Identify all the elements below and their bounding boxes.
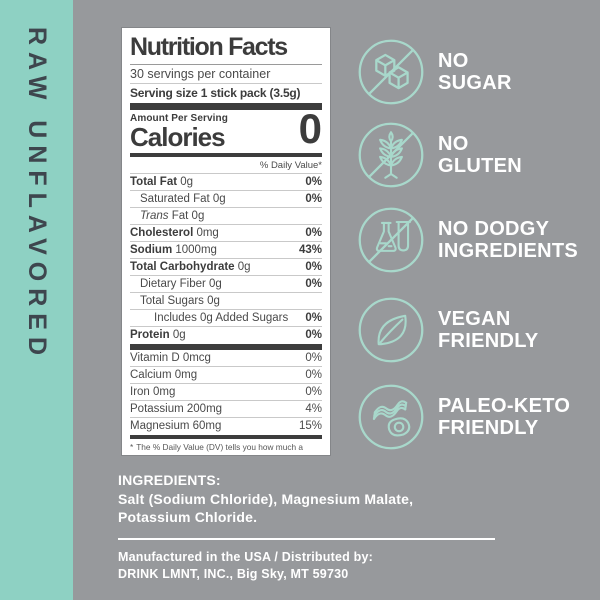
nutrition-row-iron: Iron 0mg 0% — [130, 383, 322, 400]
paleo-keto-friendly-icon — [355, 381, 427, 453]
nutrition-row-sodium: Sodium 1000mg 43% — [130, 241, 322, 258]
no-gluten-icon — [355, 119, 427, 191]
thick-bar — [130, 103, 322, 110]
no-sugar-icon — [355, 36, 427, 108]
nutrition-row-calcium: Calcium 0mg 0% — [130, 366, 322, 383]
nutrition-facts-label: Nutrition Facts 30 servings per containe… — [122, 28, 330, 455]
claim-no-dodgy-ingredients: NO DODGY INGREDIENTS — [355, 204, 578, 276]
manufacturer-block: Manufactured in the USA / Distributed by… — [118, 549, 373, 583]
ingredients-line: Potassium Chloride. — [118, 509, 258, 526]
nutrition-row-vitamin-d: Vitamin D 0mcg 0% — [130, 352, 322, 365]
thick-bar — [130, 344, 322, 351]
daily-value-header: % Daily Value* — [259, 160, 322, 172]
nutrition-row-total-carbohydrate: Total Carbohydrate 0g 0% — [130, 258, 322, 275]
claim-no-sugar: NO SUGAR — [355, 36, 512, 108]
footnote-text: The % Daily Value (DV) tells you how muc… — [136, 442, 315, 455]
vegan-friendly-icon — [355, 294, 427, 366]
nutrition-row-total-fat: Total Fat 0g 0% — [130, 173, 322, 190]
nutrition-row-added-sugars: Includes 0g Added Sugars 0% — [130, 309, 322, 326]
nutrition-row-trans-fat: Trans Fat 0g — [130, 207, 322, 224]
claim-label: NO GLUTEN — [438, 132, 523, 177]
nutrition-row-cholesterol: Cholesterol 0mg 0% — [130, 224, 322, 241]
manufactured-line: Manufactured in the USA / Distributed by… — [118, 550, 373, 564]
daily-value-footnote: * The % Daily Value (DV) tells you how m… — [130, 439, 322, 455]
claim-label: NO DODGY INGREDIENTS — [438, 217, 578, 262]
calories-block: Amount Per Serving Calories 0 — [130, 105, 322, 152]
nutrition-facts-title: Nutrition Facts — [130, 33, 288, 61]
nutrition-row-saturated-fat: Saturated Fat 0g 0% — [130, 190, 322, 207]
nutrition-row-magnesium: Magnesium 60mg 15% — [130, 417, 322, 434]
claim-paleo-keto-friendly: PALEO-KETO FRIENDLY — [355, 381, 570, 453]
ingredients-block: INGREDIENTS: Salt (Sodium Chloride), Mag… — [118, 471, 413, 527]
flavor-name: RAW UNFLAVORED — [23, 27, 51, 363]
divider-line — [118, 538, 495, 540]
rule — [130, 64, 322, 65]
serving-size: Serving size 1 stick pack (3.5g) — [130, 86, 301, 100]
claim-label: VEGAN FRIENDLY — [438, 307, 539, 352]
rule — [130, 83, 322, 84]
calories-value: 0 — [298, 105, 322, 152]
amount-per-serving: Amount Per Serving — [130, 113, 228, 124]
claim-label: NO SUGAR — [438, 49, 512, 94]
claim-vegan-friendly: VEGAN FRIENDLY — [355, 294, 539, 366]
ingredients-heading: INGREDIENTS: — [118, 472, 221, 488]
no-dodgy-ingredients-icon — [355, 204, 427, 276]
flavor-sidebar: RAW UNFLAVORED — [0, 0, 73, 600]
thick-bar — [130, 153, 322, 158]
distributor-line: DRINK LMNT, INC., Big Sky, MT 59730 — [118, 566, 349, 581]
footnote-asterisk: * — [130, 442, 134, 453]
nutrition-row-dietary-fiber: Dietary Fiber 0g 0% — [130, 275, 322, 292]
claim-no-gluten: NO GLUTEN — [355, 119, 522, 191]
thick-bar — [130, 435, 322, 440]
nutrition-row-total-sugars: Total Sugars 0g — [130, 292, 322, 309]
calories-label: Calories — [130, 122, 226, 152]
claims-list: NO SUGAR — [355, 0, 600, 600]
nutrition-row-protein: Protein 0g 0% — [130, 326, 322, 343]
ingredients-line: Salt (Sodium Chloride), Magnesium Malate… — [118, 490, 414, 507]
nutrition-row-potassium: Potassium 200mg 4% — [130, 400, 322, 417]
servings-per-container: 30 servings per container — [130, 67, 271, 81]
claim-label: PALEO-KETO FRIENDLY — [438, 394, 571, 439]
